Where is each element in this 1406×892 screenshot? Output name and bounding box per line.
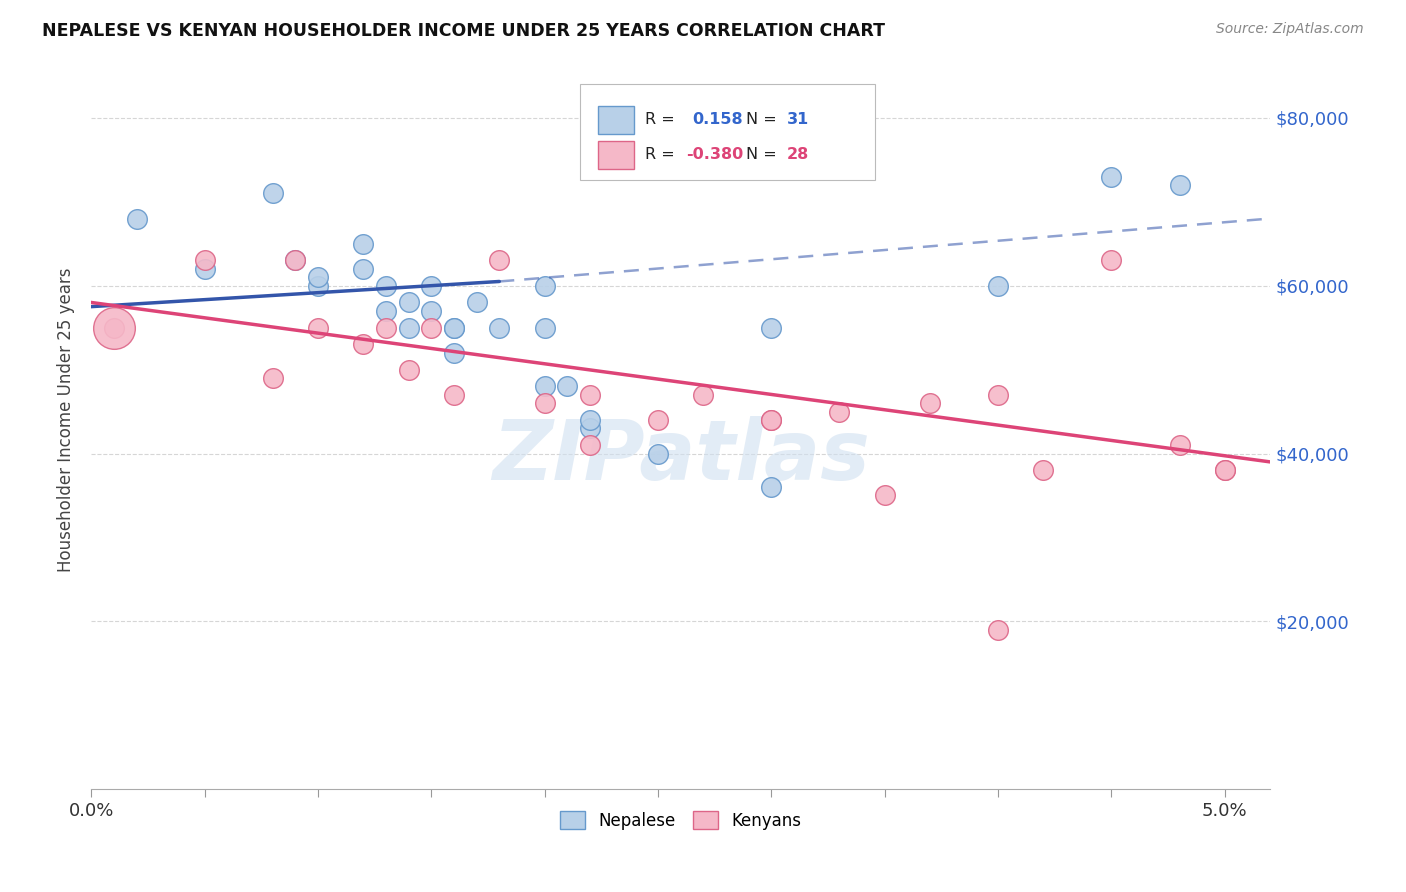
Point bbox=[647, 446, 669, 460]
Point bbox=[488, 253, 510, 268]
Point bbox=[398, 362, 420, 376]
Point bbox=[920, 396, 942, 410]
Point bbox=[987, 388, 1010, 402]
Point bbox=[1213, 463, 1236, 477]
Point bbox=[307, 320, 329, 334]
Point bbox=[307, 278, 329, 293]
Point bbox=[420, 278, 443, 293]
Point bbox=[352, 236, 374, 251]
Point bbox=[828, 404, 851, 418]
Text: 31: 31 bbox=[787, 112, 808, 127]
Text: N =: N = bbox=[745, 146, 776, 161]
Point bbox=[307, 270, 329, 285]
Point bbox=[262, 186, 284, 201]
Point bbox=[125, 211, 148, 226]
Point bbox=[374, 303, 396, 318]
Text: 28: 28 bbox=[787, 146, 808, 161]
Point bbox=[103, 320, 125, 334]
Point bbox=[488, 320, 510, 334]
Point bbox=[262, 371, 284, 385]
Point bbox=[579, 388, 602, 402]
FancyBboxPatch shape bbox=[581, 84, 875, 180]
Point bbox=[352, 261, 374, 276]
Point bbox=[1168, 438, 1191, 452]
Y-axis label: Householder Income Under 25 years: Householder Income Under 25 years bbox=[58, 268, 75, 572]
Point bbox=[761, 413, 783, 427]
Point bbox=[1101, 253, 1123, 268]
Point bbox=[443, 320, 465, 334]
Text: R =: R = bbox=[645, 146, 675, 161]
FancyBboxPatch shape bbox=[598, 141, 634, 169]
Point bbox=[579, 413, 602, 427]
Point bbox=[987, 623, 1010, 637]
Text: 0.158: 0.158 bbox=[693, 112, 744, 127]
Text: NEPALESE VS KENYAN HOUSEHOLDER INCOME UNDER 25 YEARS CORRELATION CHART: NEPALESE VS KENYAN HOUSEHOLDER INCOME UN… bbox=[42, 22, 886, 40]
Point bbox=[555, 379, 578, 393]
Point bbox=[873, 488, 896, 502]
Point bbox=[193, 261, 215, 276]
Point bbox=[398, 320, 420, 334]
Point bbox=[398, 295, 420, 310]
Text: Source: ZipAtlas.com: Source: ZipAtlas.com bbox=[1216, 22, 1364, 37]
Point bbox=[374, 278, 396, 293]
Point bbox=[443, 320, 465, 334]
Point bbox=[374, 320, 396, 334]
Point bbox=[443, 388, 465, 402]
Point bbox=[465, 295, 488, 310]
Point bbox=[352, 337, 374, 351]
Text: ZIPatlas: ZIPatlas bbox=[492, 417, 870, 498]
Point bbox=[692, 388, 714, 402]
Point bbox=[533, 320, 555, 334]
Point bbox=[1101, 169, 1123, 184]
Point bbox=[103, 320, 125, 334]
Point bbox=[443, 346, 465, 360]
Point bbox=[579, 438, 602, 452]
Point bbox=[1032, 463, 1054, 477]
Text: R =: R = bbox=[645, 112, 675, 127]
Point bbox=[533, 278, 555, 293]
Point bbox=[761, 413, 783, 427]
Point bbox=[533, 379, 555, 393]
Point bbox=[284, 253, 307, 268]
Point bbox=[579, 421, 602, 435]
Point bbox=[987, 278, 1010, 293]
Point bbox=[533, 396, 555, 410]
Legend: Nepalese, Kenyans: Nepalese, Kenyans bbox=[554, 805, 807, 837]
Point bbox=[193, 253, 215, 268]
Point bbox=[761, 480, 783, 494]
Point bbox=[1168, 178, 1191, 192]
Point bbox=[284, 253, 307, 268]
Text: -0.380: -0.380 bbox=[686, 146, 744, 161]
Point bbox=[761, 320, 783, 334]
Point bbox=[647, 413, 669, 427]
Point bbox=[1213, 463, 1236, 477]
Text: N =: N = bbox=[745, 112, 776, 127]
Point bbox=[420, 320, 443, 334]
Point bbox=[420, 303, 443, 318]
FancyBboxPatch shape bbox=[598, 106, 634, 134]
